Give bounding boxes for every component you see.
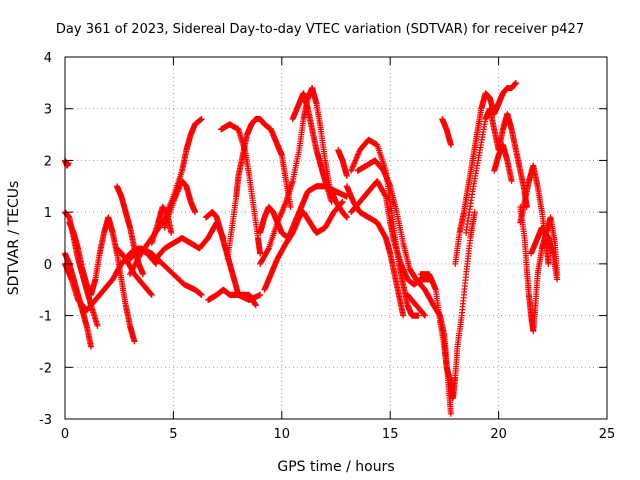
y-tick-label: -2 [39,361,52,376]
y-tick-label: -3 [39,413,52,428]
x-tick-label: 25 [599,427,616,442]
series-t21 [335,147,350,179]
x-tick-label: 10 [274,427,291,442]
series-t18 [257,85,350,267]
data-point [339,198,346,205]
series-t4 [66,214,138,345]
data-point [131,338,138,345]
data-point [328,198,335,205]
data-point [140,271,147,278]
series-t32 [517,203,561,335]
data-point [343,172,350,179]
series-t12 [161,178,199,231]
series-t11 [153,219,227,262]
data-point [287,203,294,210]
x-tick-label: 5 [169,427,177,442]
data-points [62,79,561,417]
series-t31 [491,141,515,185]
data-point [545,260,552,267]
data-point [338,199,345,206]
y-tick-label: 4 [44,51,52,66]
data-point [198,116,205,123]
data-point [252,302,259,309]
data-point [257,291,264,298]
data-point [88,343,95,350]
data-point [153,260,160,267]
x-axis-label: GPS time / hours [277,459,394,475]
data-point [265,246,272,253]
series-t28 [417,209,478,402]
data-point [168,229,175,236]
data-point [400,312,407,319]
y-tick-label: 2 [44,154,52,169]
data-point [152,260,159,267]
series-t19 [261,198,346,293]
series-t7 [114,245,155,298]
grid-lines [65,57,607,419]
series-t9 [127,245,205,298]
axis-ticks: 0 5 10 15 20 25 -3 -2 -1 0 1 2 3 4 [39,51,615,442]
data-point [382,192,389,199]
series-t34 [528,224,561,283]
series-t27 [439,116,454,148]
series-t15 [218,121,264,257]
y-tick-label: -1 [39,310,52,325]
series-t22 [343,183,407,319]
chart-title: Day 361 of 2023, Sidereal Day-to-day VTE… [56,22,584,37]
data-point [192,209,199,216]
data-point [343,214,350,221]
data-point [94,322,101,329]
data-point [508,178,515,185]
y-tick-label: 0 [44,258,52,273]
series-t24 [348,178,433,288]
data-point [415,312,422,319]
data-point [198,291,205,298]
y-tick-label: 3 [44,103,52,118]
x-tick-label: 15 [382,427,399,442]
data-point [257,250,264,257]
x-tick-label: 0 [61,427,69,442]
data-point [65,160,72,167]
data-point [148,291,155,298]
series-t1 [62,157,72,169]
y-tick-label: 1 [44,206,52,221]
x-tick-label: 20 [490,427,507,442]
y-axis-label: SDTVAR / TECUs [6,181,22,296]
series-t14 [205,286,259,309]
series-t20 [289,90,335,205]
series-t23 [348,136,422,319]
data-point [148,291,155,298]
